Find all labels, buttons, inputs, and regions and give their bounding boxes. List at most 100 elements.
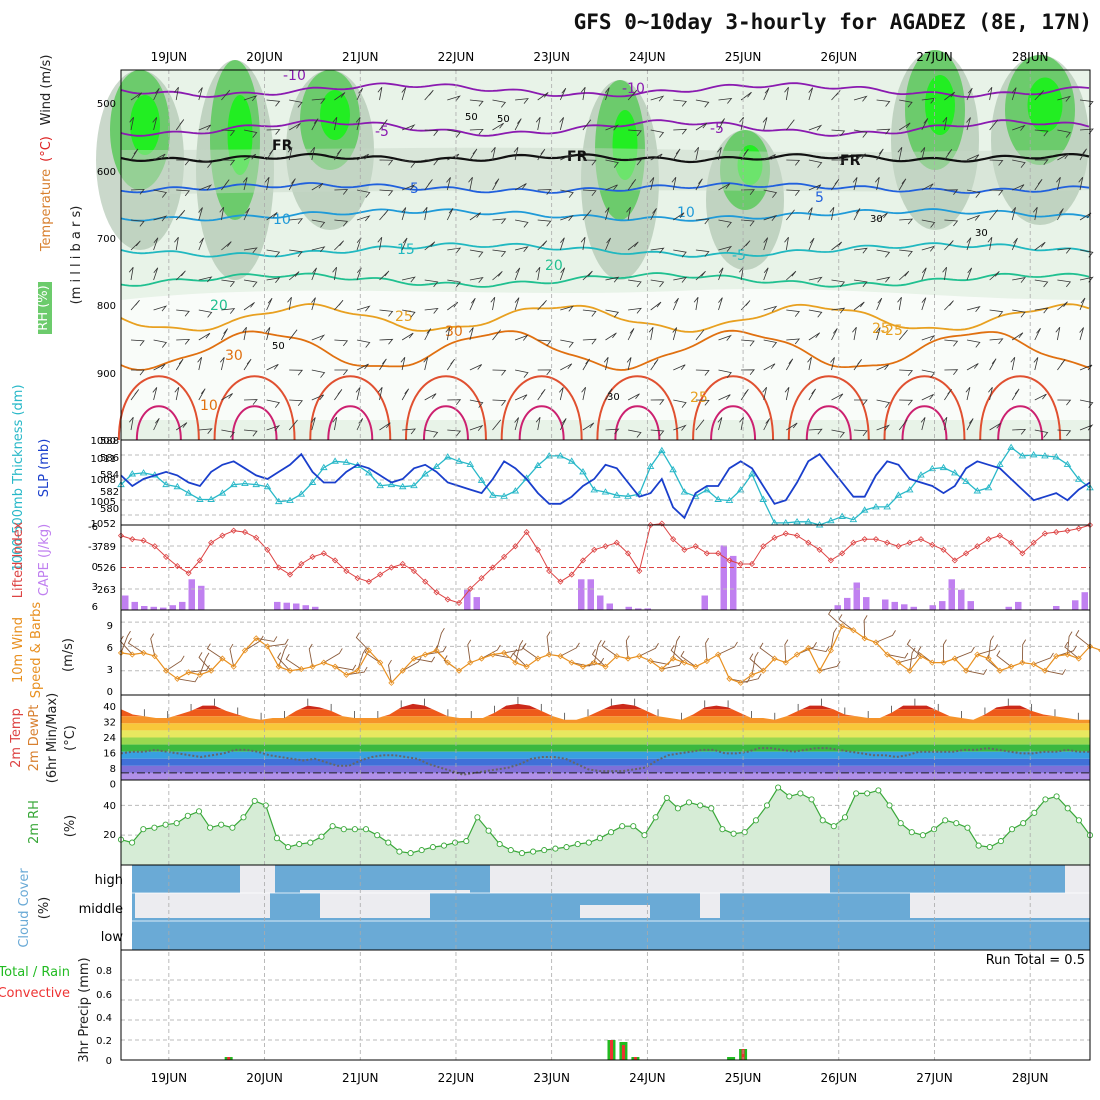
cloud-gap-7 <box>910 893 1090 918</box>
cape-bar <box>150 606 157 610</box>
cloud-gap-6 <box>700 893 720 918</box>
isotherm-m5 <box>120 119 1090 137</box>
wind-barb-299 <box>673 424 687 431</box>
wind-barb-129 <box>356 363 369 371</box>
wind-barb-314 <box>717 147 722 161</box>
wind-barb-442 <box>944 388 952 401</box>
wind10m-speed-point <box>771 655 778 662</box>
lifted-index-point <box>996 532 1003 539</box>
wind-barb-322 <box>718 394 731 401</box>
isotherm-surface-4 <box>500 375 583 441</box>
slp-tick: 1011 <box>91 454 116 465</box>
cape-bar <box>844 597 851 610</box>
wind10m-speed-point <box>264 643 271 650</box>
cape-bar <box>948 579 955 610</box>
wind10m-speed-point <box>996 667 1003 674</box>
wind10m-speed-point <box>1064 651 1071 658</box>
wind10m-barb <box>875 630 896 643</box>
wind-barb-164 <box>424 328 432 341</box>
cloud-gap-0 <box>240 865 275 893</box>
wind-barb-445 <box>966 117 971 131</box>
wind-barb-351 <box>786 189 801 196</box>
wind-barb-428 <box>921 334 936 342</box>
wind-barb-20 <box>153 339 168 348</box>
thickness-point <box>274 497 283 505</box>
wind-barb-290 <box>672 148 681 161</box>
wind-barb-415 <box>897 296 902 311</box>
wind-barb-492 <box>1057 95 1071 102</box>
wind10m-barb <box>729 677 751 683</box>
isotherm-hot-2 <box>327 405 374 441</box>
lifted-index-point <box>1030 539 1037 546</box>
wind-barb-411 <box>898 178 907 191</box>
thickness-point <box>455 457 463 464</box>
wind-barb-453 <box>966 363 979 371</box>
wind-barb-364 <box>807 207 813 221</box>
lifted-index-point <box>129 536 136 543</box>
rh2m-point <box>474 814 481 821</box>
wind-barb-173 <box>447 247 462 254</box>
lifted-index-point <box>512 543 519 550</box>
wind-barb-461 <box>987 236 993 251</box>
rh-contour-label: 30 <box>607 392 620 403</box>
wind-barb-403 <box>876 297 883 311</box>
wind-barb-387 <box>852 177 858 191</box>
wind-barb-333 <box>741 369 755 376</box>
cloud-level-label: high <box>95 873 123 888</box>
thickness-point <box>556 452 565 459</box>
isotherm-20 <box>120 272 1090 288</box>
wind-barb-502 <box>1057 399 1072 406</box>
wind10m-speed-point <box>692 663 699 670</box>
isotherm-surface-5 <box>596 375 679 441</box>
x-date-bottom: 20JUN <box>246 1071 283 1085</box>
thickness-point <box>860 506 869 513</box>
wind-barb-292 <box>673 212 685 221</box>
wind-barb-83 <box>266 424 281 432</box>
thickness-point <box>286 496 294 504</box>
wind-barb-19 <box>153 305 168 312</box>
wind-barb-283 <box>650 301 662 311</box>
wind-barb-51 <box>221 179 230 191</box>
temp-band-9 <box>121 758 1090 766</box>
wind-barb-360 <box>808 87 814 101</box>
wind-barb-382 <box>831 393 844 401</box>
wind-barb-245 <box>580 236 586 251</box>
wind-barb-69 <box>243 358 252 371</box>
rh2m-point <box>663 794 670 801</box>
wind-barb-215 <box>514 417 519 431</box>
wind10m-speed-point <box>793 651 801 658</box>
wind10m-speed-point <box>196 671 203 678</box>
cape-bar <box>578 579 585 610</box>
cape-bar <box>597 595 604 610</box>
x-date-top: 24JUN <box>629 50 666 64</box>
pressure-tick: 600 <box>97 167 116 178</box>
wind-barb-480 <box>1034 90 1045 101</box>
lifted-index-point <box>1019 550 1026 557</box>
wind10m-speed-point <box>715 651 722 658</box>
wind-barb-390 <box>853 279 868 288</box>
rh2m-point <box>763 802 771 809</box>
wind-barb-244 <box>582 209 592 221</box>
wind-barb-34 <box>174 387 180 401</box>
wind10m-speed-point <box>388 679 395 686</box>
wind-barb-477 <box>1010 357 1016 371</box>
lifted-index-point <box>974 543 981 550</box>
wind-barb-54 <box>221 279 236 288</box>
rh2m-point <box>641 832 648 839</box>
thickness-point <box>443 453 452 460</box>
slp-tick: 1005 <box>91 497 116 508</box>
wind-barb-21 <box>153 363 166 371</box>
x-date-top: 19JUN <box>151 50 188 64</box>
cape-bar <box>958 589 965 610</box>
cape-bar <box>1072 600 1079 610</box>
wind10m-barb <box>996 650 1012 668</box>
wind-barb-176 <box>445 326 451 341</box>
isotherm-surface-7 <box>787 375 870 441</box>
wind-barb-373 <box>831 129 846 137</box>
wind10m-speed-point <box>636 653 643 660</box>
wind-barb-487 <box>1034 307 1049 314</box>
wind-barb-354 <box>786 270 797 281</box>
wind-barb-421 <box>921 118 929 131</box>
wind-barb-311 <box>695 419 705 431</box>
wind-barb-400 <box>876 212 888 221</box>
